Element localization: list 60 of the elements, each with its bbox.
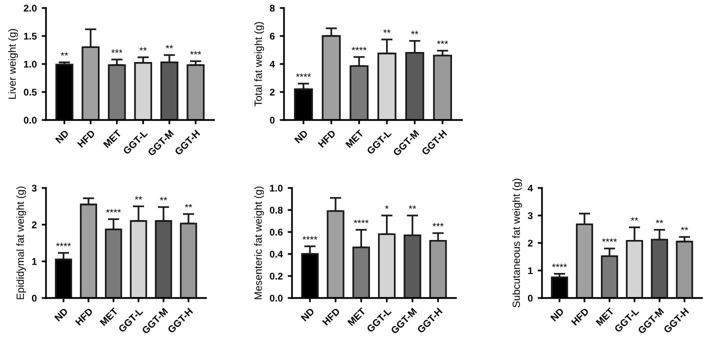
y-tick-label: 0 [270,116,275,124]
y-tick-label: 0 [528,294,533,302]
annotation: ** [656,220,664,224]
annotation: ** [60,52,68,56]
y-tick-label: 1 [32,258,37,265]
x-tick-label: ND [54,308,68,322]
annotation: ** [166,44,174,48]
y-tick-label: 2 [528,240,533,247]
y-tick-label: 1 [528,267,533,274]
annotation: ** [160,196,168,200]
annotation: *** [190,51,202,55]
y-tick-label: 0.8 [270,206,283,214]
y-tick-label: 0.5 [24,88,37,96]
y-tick-label: 0 [32,294,37,302]
annotation: **** [352,46,367,50]
annotation: ** [184,204,192,208]
y-tick-label: 0.4 [270,250,283,258]
annotation: ** [134,196,142,200]
annotation: ** [411,30,418,34]
y-tick-label: 3 [528,212,533,220]
x-tick-label: ND [300,308,315,322]
annotation: ** [139,47,147,51]
y-tick-label: 1.0 [24,60,37,68]
y-axis-title: Mesenteric fat weight (g) [254,186,264,300]
y-axis-title: Epididymal fat weight (g) [16,186,26,300]
annotation: ** [383,29,391,33]
annotation: **** [354,220,369,224]
annotation: ** [408,205,416,209]
annotation: * [385,205,389,209]
annotation: *** [437,40,448,44]
x-tick-label: ND [55,130,70,144]
x-tick-label: ND [294,130,308,144]
y-tick-label: 1.5 [24,32,37,40]
y-tick-label: 4 [270,60,275,68]
annotation: *** [111,49,122,53]
annotation: ** [630,217,638,221]
annotation: **** [602,238,617,242]
y-tick-label: 0.0 [270,294,283,302]
annotation: **** [552,264,567,268]
y-tick-label: 1.0 [270,184,283,192]
y-tick-label: 2 [270,88,275,96]
annotation: *** [432,223,444,226]
y-axis-title: Liver weight (g) [8,29,18,99]
y-tick-label: 0.0 [24,116,37,124]
y-tick-label: 0.6 [270,228,283,236]
y-tick-label: 6 [270,32,275,40]
annotation: **** [296,74,311,77]
y-tick-label: 8 [270,4,275,12]
annotation: ** [680,226,688,230]
x-tick-label: ND [550,308,564,322]
y-tick-label: 0.2 [270,272,283,280]
annotation: **** [302,236,318,240]
y-tick-label: 4 [528,184,533,192]
y-axis-title: Subcutaneous fat weight (g) [512,178,522,308]
y-tick-label: 3 [32,184,37,192]
annotation: **** [56,242,71,246]
y-tick-label: 2 [32,221,37,228]
y-axis-title: Total fat weight (g) [254,22,264,106]
annotation: **** [106,209,121,212]
y-tick-label: 2.0 [24,4,37,12]
